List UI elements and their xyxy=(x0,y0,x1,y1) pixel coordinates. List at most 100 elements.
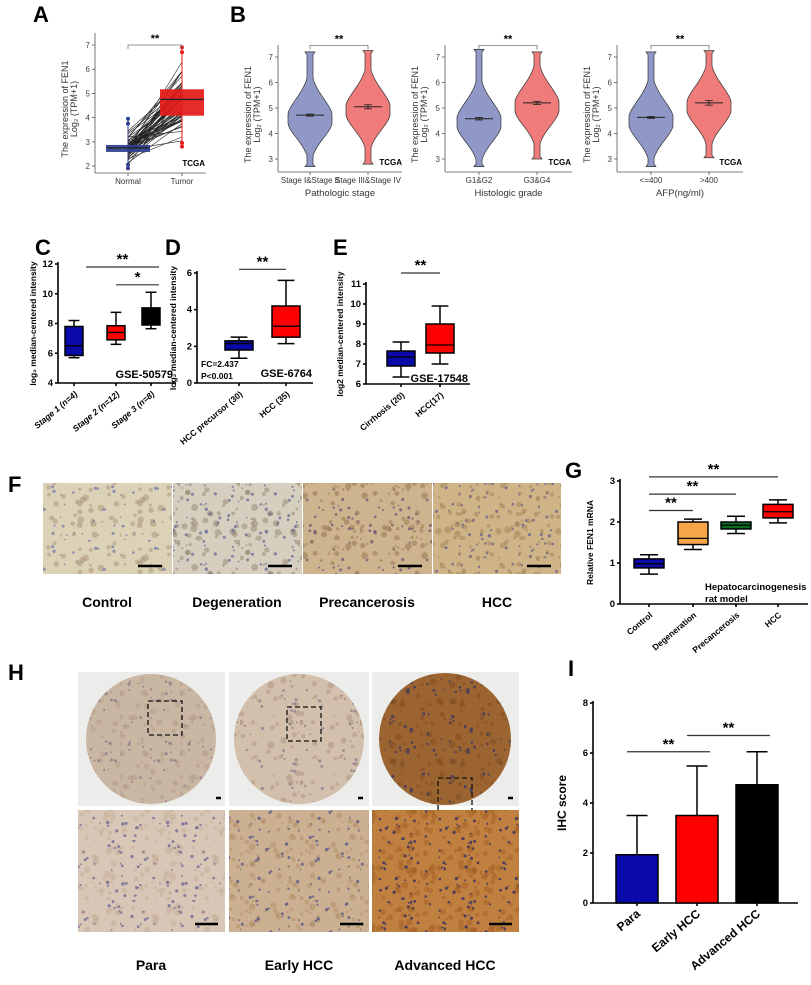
significance-bracket xyxy=(650,45,710,50)
tma-core-para xyxy=(86,674,216,804)
x-tick-label: HCC(17) xyxy=(413,390,445,419)
x-tick-label: Para xyxy=(614,906,643,934)
y-axis-label: Relative FEN1 mRNA xyxy=(585,500,595,585)
outlier-point xyxy=(180,144,184,149)
zoom-region-box xyxy=(147,700,183,736)
box xyxy=(64,325,84,357)
y-tick-label: 2 xyxy=(610,517,615,528)
tma-core-advanced xyxy=(379,673,511,805)
significance-label: ** xyxy=(723,720,735,737)
y-axis-label: The expression of FEN1 xyxy=(410,66,420,163)
y-tick-label: 11 xyxy=(351,279,362,290)
outlier-point xyxy=(126,116,130,121)
y-tick-label: 3 xyxy=(269,155,274,164)
significance-label: ** xyxy=(687,478,699,495)
significance-label: ** xyxy=(335,34,344,46)
x-axis-label: Histologic grade xyxy=(474,188,542,199)
y-tick-label: 9 xyxy=(356,319,361,330)
y-tick-label: 6 xyxy=(269,79,274,88)
y-tick-label: 0 xyxy=(583,898,588,909)
panel-label-i: I xyxy=(568,656,574,681)
y-axis-label: Log₂ (TPM+1) xyxy=(591,86,601,142)
chart-b2: 3 4 5 6 7 The expression of FEN1 Log₂ (TPM+1) G… xyxy=(410,34,572,199)
y-tick-label: 2 xyxy=(187,341,192,352)
panel-label-e: E xyxy=(333,235,348,260)
y-axis-label: Log₂ (TPM+1) xyxy=(419,86,429,142)
paired-sample-line xyxy=(127,123,183,163)
y-tick-label: 2 xyxy=(86,162,91,171)
image-label-hcc: HCC xyxy=(482,594,512,610)
bar xyxy=(615,854,659,904)
x-tick-label: >400 xyxy=(700,176,719,185)
outlier-point xyxy=(126,121,130,126)
image-label-precancerosis: Precancerosis xyxy=(319,594,415,610)
y-tick-label: 4 xyxy=(608,130,613,139)
y-axis-label: Log₂ (TPM+1) xyxy=(252,86,262,142)
x-tick-label: Stage I&Stage II xyxy=(281,176,339,185)
micrograph-early-hcc xyxy=(229,810,369,932)
y-tick-label: 7 xyxy=(269,53,274,62)
violin xyxy=(514,51,560,160)
y-axis-label: The expression of FEN1 xyxy=(582,66,592,163)
paired-sample-line xyxy=(127,115,183,161)
y-tick-label: 4 xyxy=(269,130,274,139)
chart-annotation: TCGA xyxy=(548,158,571,167)
y-axis-label: log₂ median-centered intensity xyxy=(168,266,178,390)
paired-sample-line xyxy=(127,71,183,147)
significance-label: * xyxy=(135,269,141,286)
panel-label-a: A xyxy=(33,2,49,27)
significance-bracket xyxy=(478,45,538,50)
significance-bracket xyxy=(127,44,183,49)
significance-label: ** xyxy=(663,736,675,753)
chart-e: 6 7 8 9 10 11 log2 median-centered intensity Ci… xyxy=(335,257,470,433)
chart-annotation: GSE-50579 xyxy=(116,369,173,381)
box xyxy=(425,323,455,354)
y-tick-label: 3 xyxy=(86,138,91,147)
panel-label-c: C xyxy=(35,235,51,260)
y-tick-label: 4 xyxy=(86,114,91,123)
chart-annotation: FC=2.437 xyxy=(201,359,239,369)
micrograph-precancerosis xyxy=(303,483,432,574)
y-tick-label: 5 xyxy=(269,104,274,113)
chart-annotation: GSE-6764 xyxy=(261,368,313,380)
significance-bracket xyxy=(309,45,369,50)
panel-label-f: F xyxy=(8,472,21,497)
paired-sample-line xyxy=(127,61,183,150)
y-tick-label: 0 xyxy=(187,378,192,389)
y-tick-label: 10 xyxy=(42,289,53,300)
zoom-region-box xyxy=(286,706,322,742)
paired-sample-line xyxy=(127,119,183,143)
panel-f-images: Control Degeneration Precancerosis HCC xyxy=(43,483,561,610)
paired-sample-line xyxy=(127,136,183,160)
violin xyxy=(287,51,333,167)
y-tick-label: 10 xyxy=(350,299,361,310)
y-tick-label: 1 xyxy=(610,558,616,569)
x-axis-label: AFP(ng/ml) xyxy=(656,188,704,199)
x-tick-label: Control xyxy=(625,610,655,637)
chart-annotation: TCGA xyxy=(182,159,205,168)
y-tick-label: 2 xyxy=(583,848,588,859)
micrograph-para xyxy=(78,810,225,932)
y-axis-label: The expression of FEN1 xyxy=(60,60,70,157)
y-tick-label: 7 xyxy=(356,359,361,370)
chart-b3: 3 4 5 6 7 The expression of FEN1 Log₂ (TPM+1) <… xyxy=(582,34,743,199)
box xyxy=(141,307,161,326)
panel-label-h: H xyxy=(8,660,24,685)
y-tick-label: 0 xyxy=(610,599,615,610)
y-tick-label: 4 xyxy=(436,130,441,139)
y-axis-label: log₂ median-centered intensity xyxy=(28,261,38,385)
x-axis-label: Pathologic stage xyxy=(305,188,375,199)
x-tick-label: G3&G4 xyxy=(524,176,551,185)
y-tick-label: 4 xyxy=(48,378,54,389)
chart-annotation: GSE-17548 xyxy=(411,373,468,385)
chart-annotation: TCGA xyxy=(719,158,742,167)
x-tick-label: HCC (35) xyxy=(257,389,291,420)
chart-b1: 3 4 5 6 7 The expression of FEN1 Log₂ (TPM+1) S… xyxy=(243,34,402,199)
paired-sample-line xyxy=(127,121,183,145)
significance-label: ** xyxy=(676,34,685,46)
chart-annotation: rat model xyxy=(705,594,748,605)
panel-label-d: D xyxy=(165,235,181,260)
y-tick-label: 7 xyxy=(86,41,91,50)
